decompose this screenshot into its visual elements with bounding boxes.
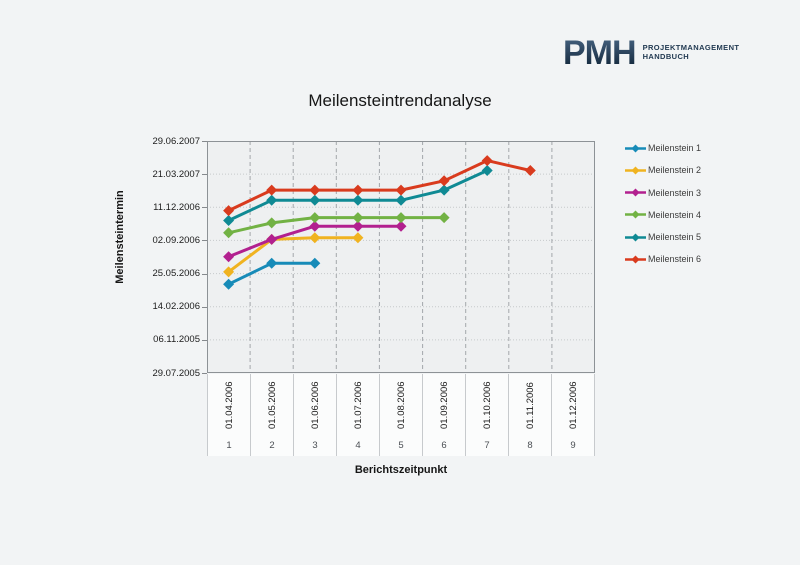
y-tick-label: 11.12.2006: [153, 201, 200, 213]
x-tick-number: 3: [312, 440, 318, 451]
x-tick-cell: 01.07.2006 4: [336, 374, 379, 456]
legend-swatch-icon: [625, 188, 646, 197]
x-tick-date: 01.04.2006: [223, 381, 235, 430]
x-tick-number: 5: [398, 440, 404, 451]
legend-label: Meilenstein 3: [648, 187, 702, 198]
x-tick-number: 2: [269, 440, 275, 451]
x-tick-number: 7: [484, 440, 490, 451]
y-tick-label: 29.06.2007: [152, 135, 200, 147]
y-tick-mark: [202, 273, 207, 275]
x-tick-cell: 01.12.2006 9: [551, 374, 594, 456]
legend-swatch-icon: [625, 255, 646, 264]
x-tick-cell: 01.09.2006 6: [422, 374, 465, 456]
x-tick-cell: 01.11.2006 8: [508, 374, 551, 456]
x-tick-date: 01.05.2006: [266, 381, 278, 430]
x-tick-number: 1: [226, 440, 232, 451]
x-tick-date: 01.07.2006: [352, 381, 364, 430]
x-tick-date: 01.10.2006: [481, 381, 493, 430]
y-tick-mark: [202, 339, 207, 341]
chart-plot: [207, 141, 595, 373]
logo-subtitle-line1: PROJEKTMANAGEMENT: [642, 43, 740, 52]
y-tick-mark: [202, 306, 207, 308]
legend-label: Meilenstein 1: [648, 143, 702, 153]
y-tick-mark: [202, 240, 207, 242]
x-axis-label: Berichtszeitpunkt: [354, 464, 448, 476]
logo-subtitle-line2: HANDBUCH: [642, 52, 690, 61]
x-tick-cell: 01.10.2006 7: [465, 374, 508, 456]
y-tick-mark: [202, 373, 207, 374]
legend-label: Meilenstein 2: [648, 165, 702, 176]
y-tick-mark: [202, 207, 207, 209]
legend-item: Meilenstein 5: [624, 230, 701, 244]
pmh-logo: PMH PROJEKTMANAGEMENT HANDBUCH: [563, 34, 740, 72]
x-tick-date: 01.06.2006: [309, 381, 321, 430]
x-tick-date: 01.11.2006: [524, 382, 536, 429]
logo-subtitle: PROJEKTMANAGEMENT HANDBUCH: [643, 43, 740, 61]
x-tick-cell: 01.08.2006 5: [379, 374, 422, 456]
x-tick-number: 6: [441, 440, 447, 451]
x-tick-date: 01.09.2006: [438, 381, 450, 430]
x-tick-cell: 01.04.2006 1: [207, 374, 250, 456]
legend-swatch-icon: [625, 166, 646, 175]
x-tick-number: 8: [527, 440, 533, 451]
x-tick-date: 01.08.2006: [395, 381, 407, 430]
legend-swatch-icon: [625, 233, 646, 242]
logo-text: PMH: [563, 34, 637, 72]
y-tick-label: 29.07.2005: [152, 367, 200, 379]
legend-item: Meilenstein 2: [624, 163, 701, 177]
page-title: Meilensteintrendanalyse: [308, 91, 492, 110]
legend-item: Meilenstein 6: [624, 252, 701, 266]
legend-label: Meilenstein 5: [648, 232, 702, 243]
legend-label: Meilenstein 6: [648, 254, 702, 265]
legend-item: Meilenstein 4: [624, 208, 701, 222]
x-tick-date: 01.12.2006: [567, 381, 579, 430]
x-tick-cell: 01.06.2006 3: [293, 374, 336, 456]
x-tick-number: 9: [570, 440, 576, 451]
legend-item: Meilenstein 1: [624, 141, 701, 155]
y-tick-mark: [202, 174, 207, 176]
y-tick-label: 14.02.2006: [152, 301, 200, 313]
y-tick-label: 06.11.2005: [153, 334, 200, 346]
y-tick-label: 25.05.2006: [152, 268, 200, 280]
legend-item: Meilenstein 3: [624, 186, 701, 200]
x-tick-cell: 01.05.2006 2: [250, 374, 293, 456]
legend-label: Meilenstein 4: [648, 209, 702, 220]
y-tick-label: 21.03.2007: [152, 168, 200, 180]
legend-swatch-icon: [625, 210, 646, 219]
y-tick-mark: [202, 141, 207, 142]
x-tick-number: 4: [355, 440, 361, 451]
legend: Meilenstein 1 Meilenstein 2 Meilenstein 3 M…: [624, 141, 701, 275]
legend-swatch-icon: [625, 144, 646, 152]
x-axis-ticks: 01.04.2006 1 01.05.2006 2 01.06.2006 3 01.07.2…: [207, 374, 595, 456]
y-tick-label: 02.09.2006: [152, 234, 200, 246]
